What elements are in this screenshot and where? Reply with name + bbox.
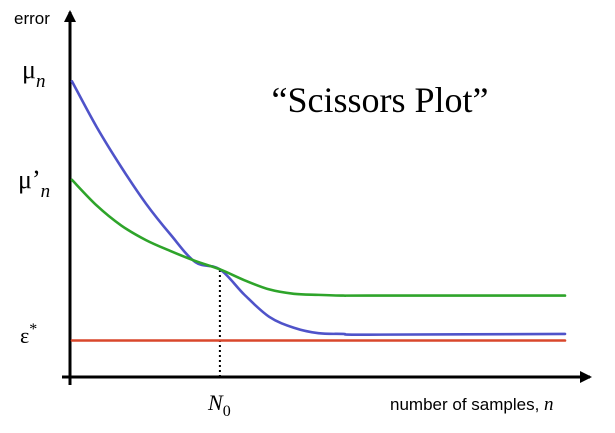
epsilon-symbol: ε xyxy=(20,323,29,348)
y-axis-label: error xyxy=(14,9,50,28)
y-tick-label-epsilon-star: ε* xyxy=(20,321,37,348)
subscript-n: n xyxy=(36,71,46,92)
mu-symbol: μ xyxy=(18,165,32,194)
x-axis-label: number of samples, n xyxy=(390,394,554,415)
n0-subscript: 0 xyxy=(223,403,231,420)
x-axis-label-text: number of samples, xyxy=(390,395,544,414)
series-line-blue xyxy=(70,80,567,336)
n0-base: N xyxy=(207,390,224,415)
svg-text:N0: N0 xyxy=(207,390,231,420)
mu-symbol: μ xyxy=(22,55,36,84)
series-line-green xyxy=(70,178,567,297)
svg-text:μ’n: μ’n xyxy=(18,165,50,202)
series-layer xyxy=(70,80,567,342)
x-tick-label-n0: N0 xyxy=(207,390,231,420)
svg-text:μn: μn xyxy=(22,55,45,92)
x-axis-label-var: n xyxy=(544,394,554,415)
chart-title: “Scissors Plot” xyxy=(271,80,488,120)
subscript-n: n xyxy=(41,181,51,202)
superscript-star: * xyxy=(29,321,37,338)
y-tick-label-mu-prime-n: μ’n xyxy=(18,165,50,202)
svg-text:ε*: ε* xyxy=(20,321,37,348)
prime-mark: ’ xyxy=(32,165,41,194)
y-tick-label-mu-n: μn xyxy=(22,55,45,92)
